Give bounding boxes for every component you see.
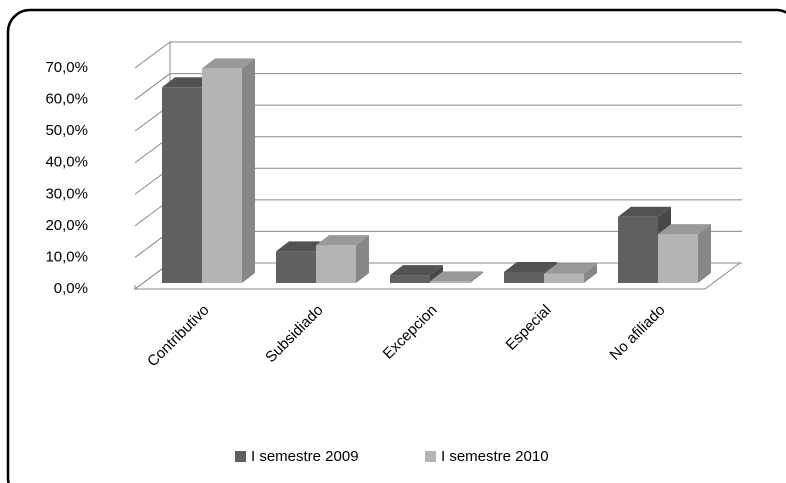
bar-top — [618, 206, 671, 217]
bar — [276, 251, 316, 283]
bar-side — [242, 58, 255, 283]
bar-top — [202, 58, 255, 69]
grid-line-side — [134, 73, 171, 100]
bar-top — [504, 261, 557, 272]
bar — [618, 216, 658, 283]
grid-line-side — [134, 41, 171, 69]
bar-top — [390, 265, 443, 276]
y-tick-label: 70,0% — [45, 59, 88, 76]
bar-side — [470, 271, 483, 283]
bar-top — [276, 241, 329, 252]
legend-swatch — [235, 451, 246, 462]
y-tick-label: 40,0% — [45, 154, 88, 171]
legend-swatch — [425, 451, 436, 462]
y-tick-label: 30,0% — [45, 185, 88, 202]
y-tick-label: 10,0% — [45, 248, 88, 265]
bar-top — [544, 263, 597, 274]
y-tick-label: 20,0% — [45, 217, 88, 234]
y-tick-label: 60,0% — [45, 91, 88, 108]
bar-top — [430, 271, 483, 282]
bar — [202, 68, 242, 283]
bar — [504, 271, 544, 283]
bar-top — [316, 235, 369, 246]
bar-side — [356, 235, 369, 283]
bar-side — [698, 224, 711, 283]
bar — [430, 281, 470, 283]
bar-top — [162, 77, 215, 88]
bar — [162, 87, 202, 283]
legend-label: I semestre 2009 — [251, 448, 359, 465]
bar — [316, 245, 356, 283]
bar-top — [658, 224, 711, 235]
bar — [544, 273, 584, 283]
bar-side — [430, 265, 443, 283]
y-tick-label: 0,0% — [54, 280, 88, 297]
bar — [658, 234, 698, 283]
bar-side — [584, 263, 597, 283]
y-tick-label: 50,0% — [45, 122, 88, 139]
legend-label: I semestre 2010 — [441, 448, 549, 465]
bar — [390, 275, 430, 283]
